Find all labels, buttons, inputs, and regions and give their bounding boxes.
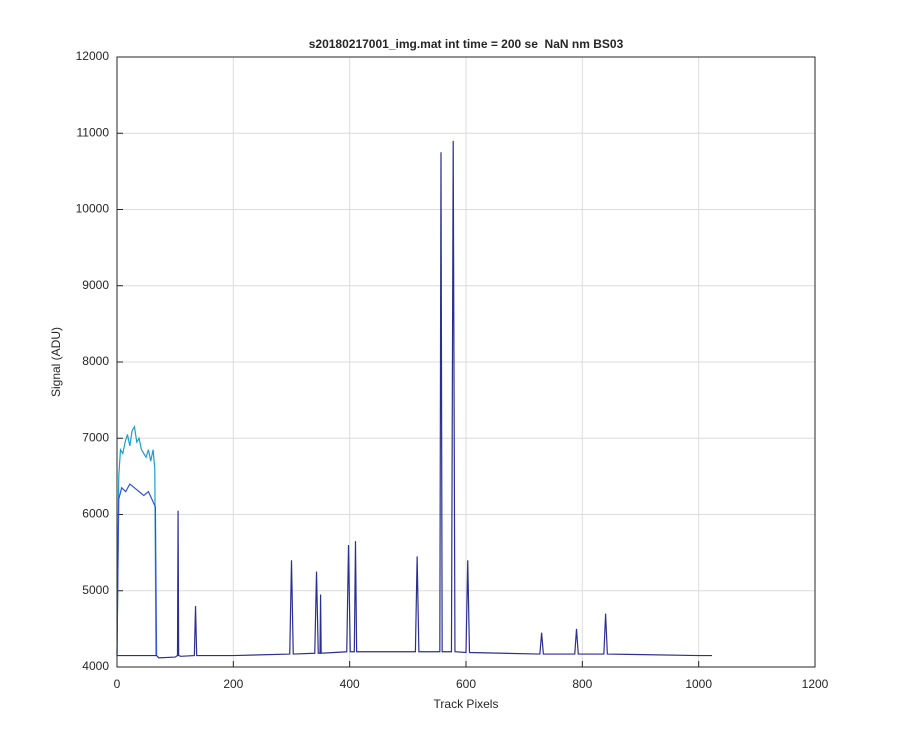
y-tick-label: 10000	[76, 202, 110, 216]
y-tick-label: 4000	[82, 659, 109, 673]
y-tick-label: 9000	[82, 278, 109, 292]
y-tick-label: 12000	[76, 49, 110, 63]
y-tick-label: 7000	[82, 430, 109, 444]
axes-frame	[116, 56, 816, 668]
chart-title: s20180217001_img.mat int time = 200 se N…	[309, 37, 624, 51]
y-tick-label: 6000	[82, 507, 109, 521]
x-tick-label: 0	[114, 677, 121, 691]
y-tick-label: 11000	[77, 125, 110, 139]
data-line	[116, 425, 157, 656]
x-tick-label: 200	[223, 677, 243, 691]
data-line	[117, 140, 713, 659]
x-tick-label: 800	[572, 677, 592, 691]
y-axis-label: Signal (ADU)	[49, 327, 63, 397]
x-tick-label: 1000	[685, 677, 712, 691]
data-line	[116, 483, 158, 656]
x-tick-label: 400	[340, 677, 360, 691]
y-tick-label: 8000	[82, 354, 109, 368]
x-tick-label: 1200	[802, 677, 829, 691]
y-tick-label: 5000	[82, 583, 109, 597]
x-tick-label: 600	[456, 677, 476, 691]
x-axis-label: Track Pixels	[434, 697, 499, 711]
